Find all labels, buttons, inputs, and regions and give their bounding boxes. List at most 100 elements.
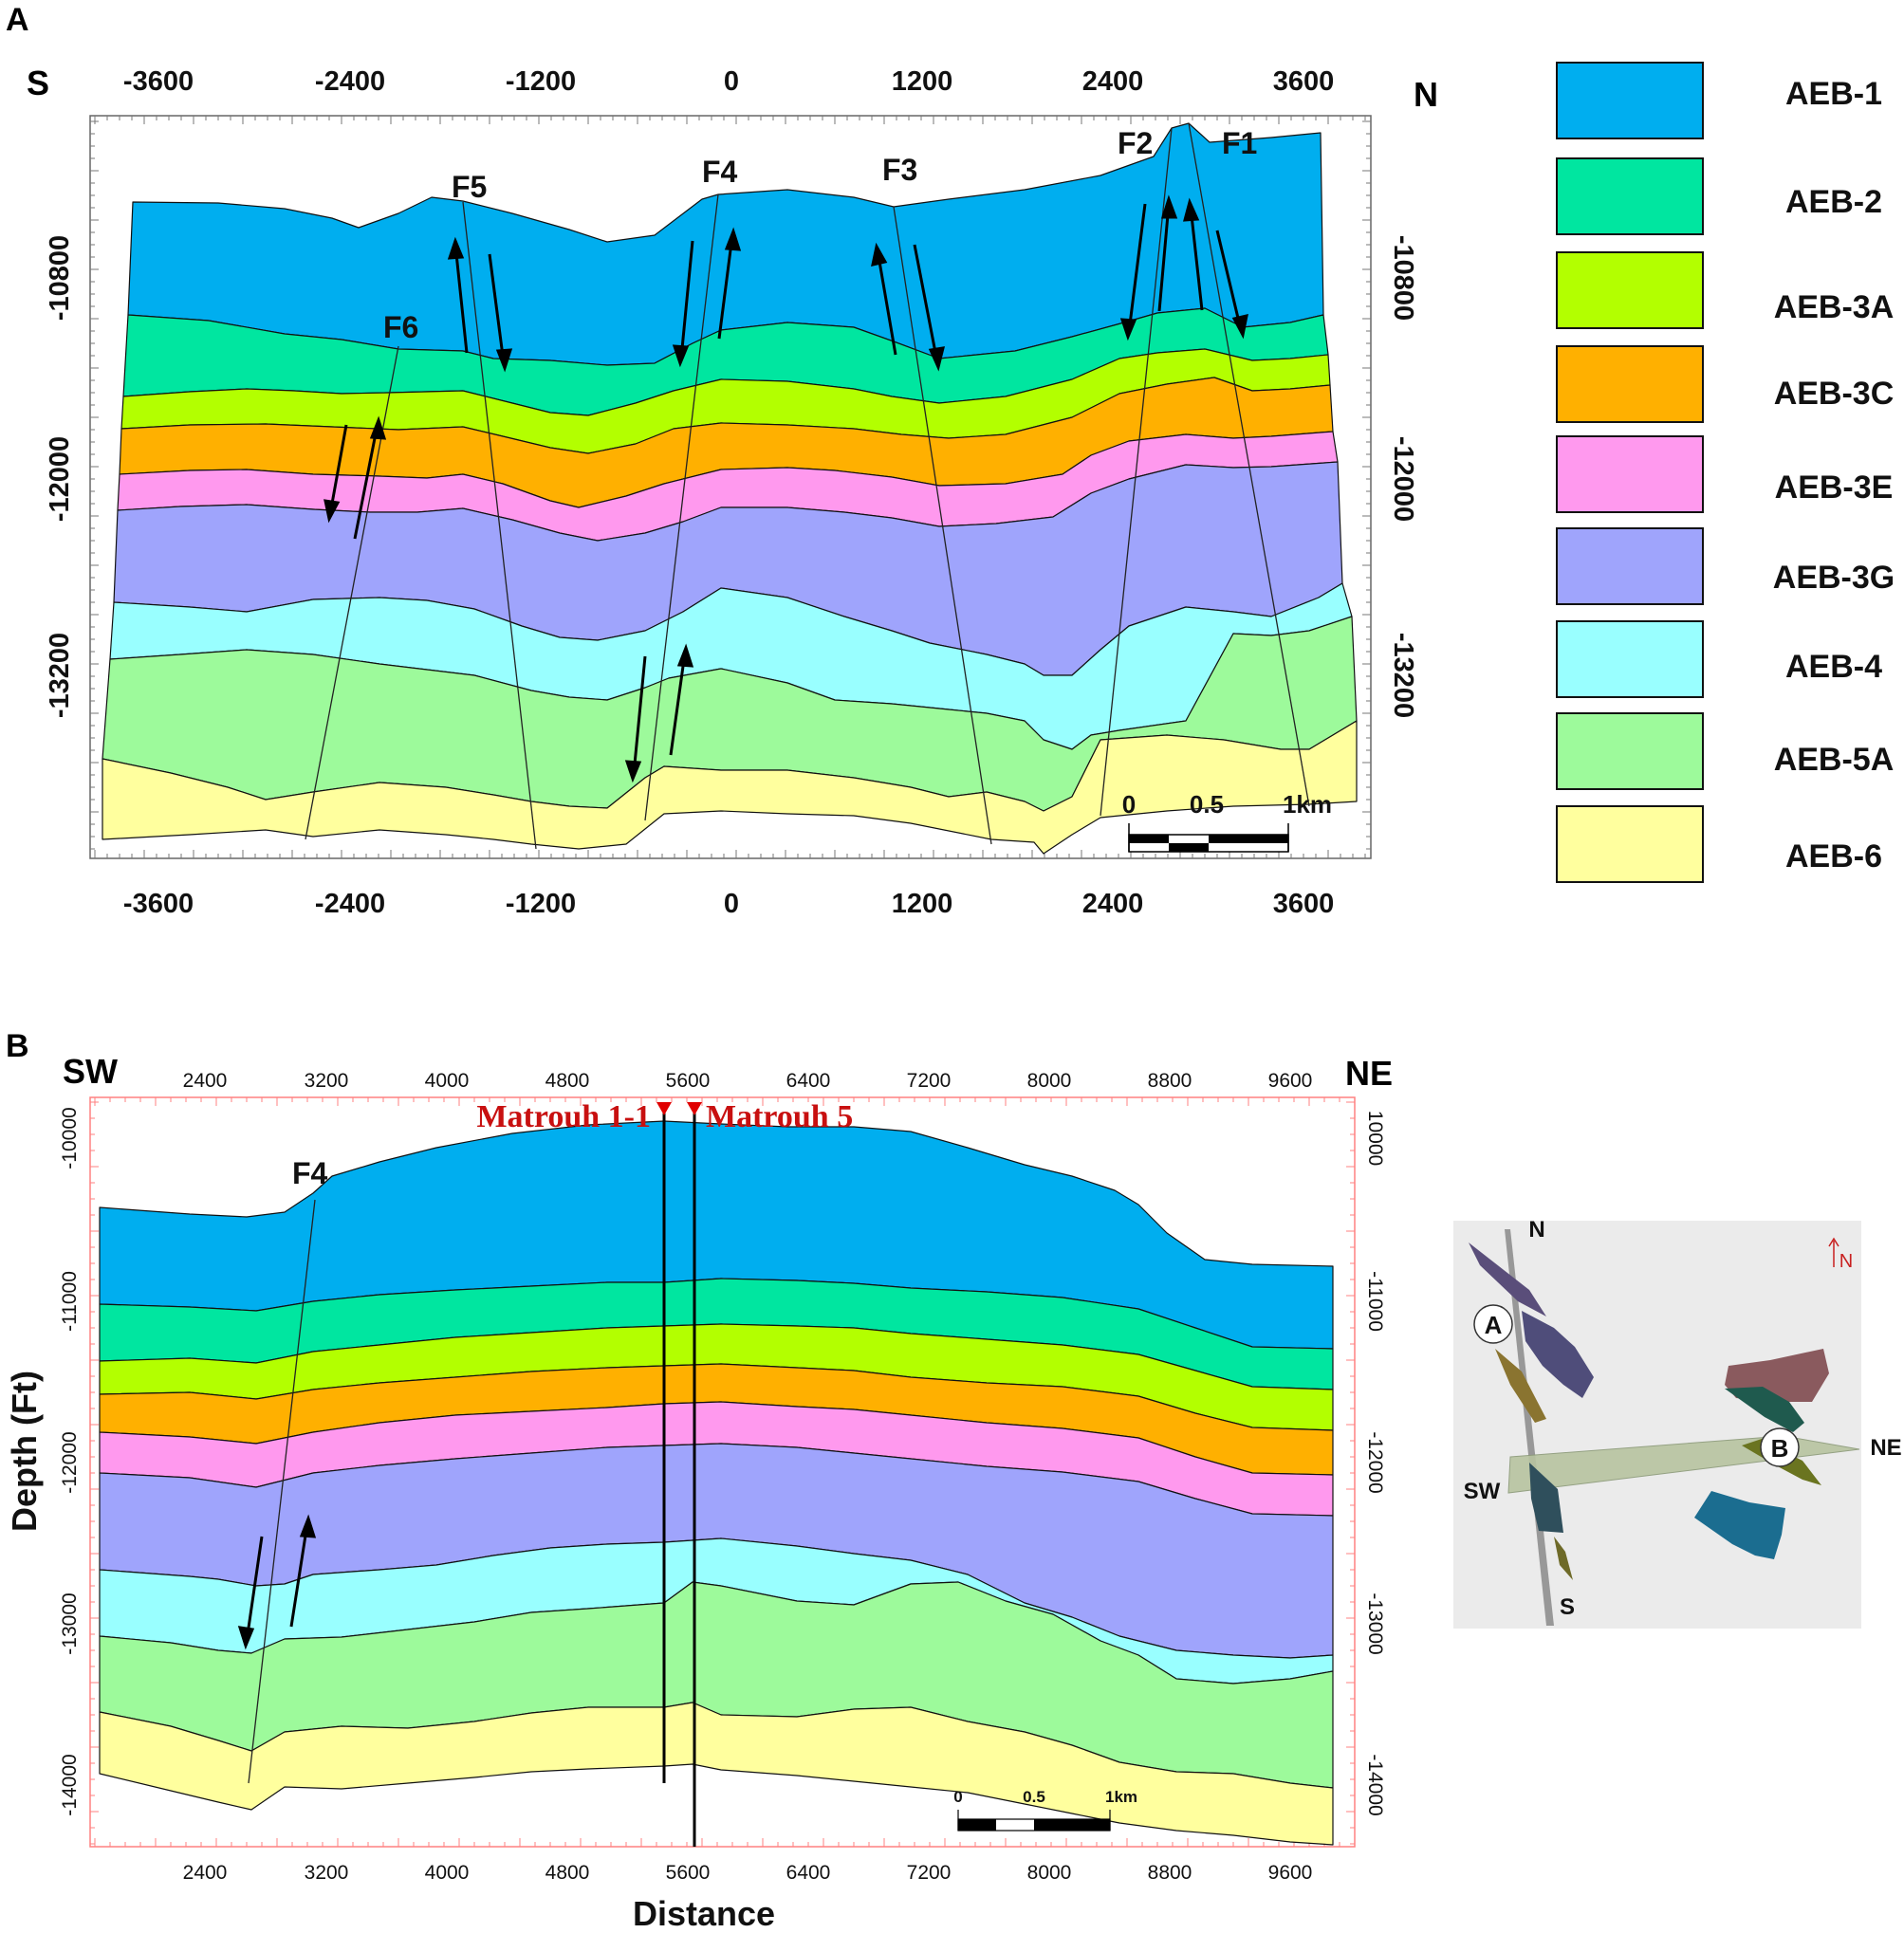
legend-swatch-aeb-2 xyxy=(1556,157,1704,235)
legend-swatch-aeb-3c xyxy=(1556,345,1704,423)
panel-a-top-tick-label: -1200 xyxy=(506,66,576,97)
panel-b-frame xyxy=(89,1096,1356,1848)
arrowhead xyxy=(1231,314,1248,340)
panel-a-bottom-tick-label: 2400 xyxy=(1082,889,1144,919)
slip-arrow-f5-up xyxy=(453,244,469,354)
panel-a-left-tick-label: -12000 xyxy=(45,436,75,522)
legend-swatch-aeb-4 xyxy=(1556,620,1704,698)
panel-b-left-tick-label: -11000 xyxy=(59,1271,81,1332)
panel-a-slip-arrows xyxy=(323,194,1248,783)
legend-swatch-aeb-1 xyxy=(1556,62,1704,139)
scale-bar-segment xyxy=(958,1819,996,1831)
slip-arrow-f1-up xyxy=(1189,206,1204,311)
inset-marker-b xyxy=(1760,1427,1800,1467)
panel-b-bottom-tick-label: 4000 xyxy=(425,1862,470,1884)
scale-bar-segment xyxy=(1169,843,1209,852)
inset-label-sw: SW xyxy=(1464,1479,1501,1504)
inset-label-north: N xyxy=(1528,1217,1544,1243)
panel-b-right-tick-label: 10000 xyxy=(1364,1111,1386,1166)
panel-b-top-tick-label: 7200 xyxy=(907,1070,952,1092)
arrowhead xyxy=(1183,197,1200,222)
slip-arrow-f4-deep-up xyxy=(669,652,687,756)
slip-arrow-f3-up xyxy=(876,249,897,356)
panel-a-direction-north: N xyxy=(1414,75,1438,114)
well-matrouh-1-1-marker xyxy=(656,1102,672,1115)
panel-a-scale-bar: 0 0.5 1km xyxy=(1122,790,1332,853)
legend-label-aeb-6: AEB-6 xyxy=(1785,838,1882,874)
panel-a-bottom-tick-label: 3600 xyxy=(1273,889,1335,919)
arrowhead xyxy=(447,236,465,260)
legend-swatches xyxy=(1556,62,1704,883)
panel-b-right-tick-label: -14000 xyxy=(1364,1754,1386,1815)
slip-arrow-f6-down xyxy=(328,424,348,515)
panel-a-top-tick-label: 0 xyxy=(724,66,739,97)
arrowhead xyxy=(871,242,888,267)
panel-a-bottom-tick-label: -1200 xyxy=(506,889,576,919)
panel-b-top-tick-label: 8000 xyxy=(1027,1070,1072,1092)
panel-a-layers xyxy=(102,122,1358,855)
panel-b: B SW NE F4 Matrouh 1-1 Matrouh 5 2400 32… xyxy=(5,1028,1393,1933)
inset-marker-a xyxy=(1473,1304,1513,1344)
fault-f5-trace xyxy=(462,201,537,850)
legend-swatch-aeb-3a xyxy=(1556,251,1704,329)
panel-a-top-tick-label: 2400 xyxy=(1082,66,1144,97)
arrowhead xyxy=(1160,194,1178,219)
well-matrouh-5-marker xyxy=(687,1102,702,1115)
fault-surface xyxy=(1529,1463,1563,1533)
scale-bar-zero: 0 xyxy=(953,1788,962,1806)
panel-a-label: A xyxy=(6,2,29,38)
arrowhead xyxy=(369,415,387,440)
panel-b-left-tick-label: -14000 xyxy=(59,1754,81,1815)
north-arrow-label: N xyxy=(1839,1251,1853,1272)
legend-swatch-aeb-5a xyxy=(1556,712,1704,790)
legend-swatch-aeb-6 xyxy=(1556,805,1704,883)
slip-arrow-f5-down xyxy=(488,253,506,364)
panel-b-layers xyxy=(99,1120,1334,1846)
slip-arrow-f1-down xyxy=(1215,230,1243,331)
panel-a-bottom-tick-label: 1200 xyxy=(892,889,953,919)
panel-b-top-tick-label: 9600 xyxy=(1268,1070,1313,1092)
panel-a-top-tick-label: -2400 xyxy=(315,66,385,97)
arrowhead xyxy=(495,348,513,373)
slip-arrow-f2-up xyxy=(1157,203,1171,312)
panel-b-top-tick-label: 8800 xyxy=(1148,1070,1192,1092)
inset-label-ne: NE xyxy=(1870,1435,1901,1461)
scale-bar-half: 0.5 xyxy=(1023,1788,1045,1806)
panel-b-right-tick-label: -12000 xyxy=(1364,1431,1386,1493)
arrowhead xyxy=(724,227,742,251)
panel-a-left-tick-label: -13200 xyxy=(45,633,75,718)
arrowhead xyxy=(237,1626,255,1650)
panel-b-top-tick-label: 4800 xyxy=(545,1070,590,1092)
panel-a: A S N xyxy=(6,2,1438,919)
slip-arrow-f2-down xyxy=(1127,203,1147,333)
fault-label-f4: F4 xyxy=(702,155,738,189)
panel-b-top-tick-label: 3200 xyxy=(305,1070,349,1092)
panel-a-direction-south: S xyxy=(27,64,49,102)
panel-b-y-axis-label: Depth (Ft) xyxy=(5,1371,44,1532)
north-arrow-head xyxy=(1828,1237,1839,1247)
panel-b-fault-label-f4: F4 xyxy=(292,1156,328,1190)
arrowhead xyxy=(672,344,690,368)
arrowhead xyxy=(676,643,694,668)
slip-arrow-f6-up xyxy=(353,423,379,540)
fault-label-f3: F3 xyxy=(882,153,917,187)
panel-a-frame xyxy=(89,115,1372,859)
slip-arrow-f4-down xyxy=(245,1536,264,1642)
panel-a-top-tick-label: -3600 xyxy=(123,66,194,97)
fault-label-f5: F5 xyxy=(452,170,487,204)
fault-surface xyxy=(1495,1349,1546,1423)
panel-b-top-tick-label: 5600 xyxy=(666,1070,711,1092)
panel-b-left-tick-label: -10000 xyxy=(59,1107,81,1169)
fault-f2-trace xyxy=(1100,127,1173,817)
fault-label-f6: F6 xyxy=(383,310,418,344)
scale-bar-segment xyxy=(1034,1819,1110,1831)
legend-swatch-aeb-3e xyxy=(1556,435,1704,513)
panel-b-top-tick-label: 2400 xyxy=(183,1070,228,1092)
panel-b-bottom-tick-label: 7200 xyxy=(907,1862,952,1884)
scale-bar-end: 1km xyxy=(1105,1788,1137,1806)
fault-label-f2: F2 xyxy=(1118,126,1153,160)
panel-b-label: B xyxy=(6,1028,29,1064)
wells: Matrouh 1-1 Matrouh 5 xyxy=(476,1099,853,1847)
inset-marker-b-label: B xyxy=(1771,1434,1789,1463)
panel-b-bottom-tick-label: 5600 xyxy=(666,1862,711,1884)
